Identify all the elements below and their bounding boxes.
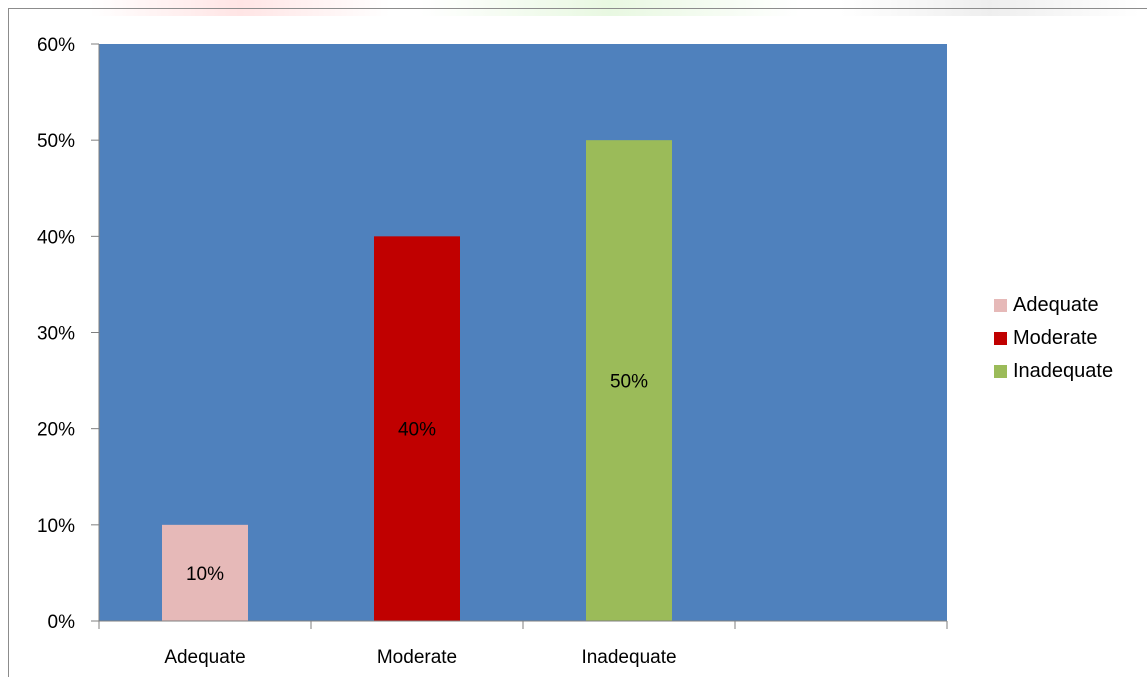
y-tick-label: 30% xyxy=(37,324,75,345)
y-tick-label: 50% xyxy=(37,131,75,152)
legend-swatch xyxy=(994,299,1007,312)
legend-item-inadequate: Inadequate xyxy=(994,355,1113,388)
legend-label: Adequate xyxy=(1013,294,1099,316)
x-tick-label-moderate: Moderate xyxy=(377,647,457,668)
y-tick-label: 20% xyxy=(37,420,75,441)
chart-frame-left xyxy=(8,8,9,677)
legend-swatch xyxy=(994,332,1007,345)
data-label-adequate: 10% xyxy=(186,564,224,585)
chart-frame-top xyxy=(8,8,1147,9)
legend-label: Inadequate xyxy=(1013,360,1114,382)
y-tick-label: 40% xyxy=(37,227,75,248)
legend-swatch xyxy=(994,365,1007,378)
bar-inadequate xyxy=(586,140,672,621)
data-label-inadequate: 50% xyxy=(610,372,648,393)
legend-item-moderate: Moderate xyxy=(994,322,1113,355)
y-tick-label: 10% xyxy=(37,516,75,537)
y-tick-label: 60% xyxy=(37,35,75,56)
data-label-moderate: 40% xyxy=(398,420,436,441)
y-tick-label: 0% xyxy=(48,612,76,633)
x-tick-label-inadequate: Inadequate xyxy=(581,647,676,668)
legend-label: Moderate xyxy=(1013,327,1098,349)
chart-legend: Adequate Moderate Inadequate xyxy=(994,289,1113,388)
bar-moderate xyxy=(374,236,460,622)
legend-item-adequate: Adequate xyxy=(994,289,1113,322)
bar-adequate xyxy=(162,524,248,621)
x-tick-label-adequate: Adequate xyxy=(164,647,245,668)
